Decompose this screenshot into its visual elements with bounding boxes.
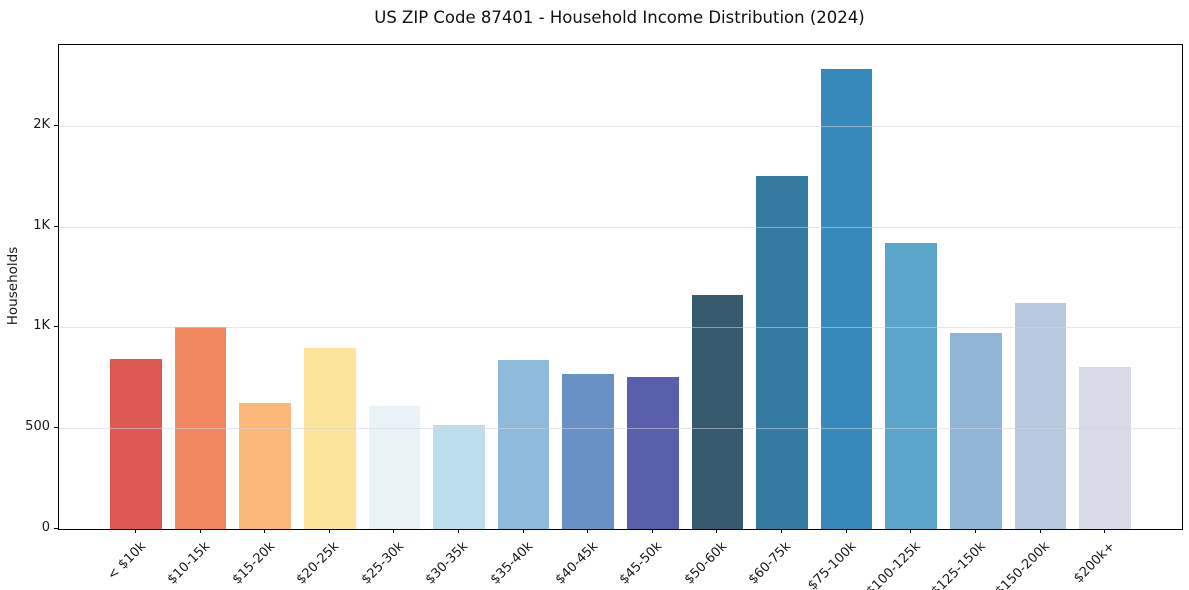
y-tick-label: 1K [33,318,50,334]
bar [950,333,1002,529]
x-axis-tick [328,529,330,533]
x-tick-label-text: $125-150k [928,539,989,590]
x-axis-tick [781,529,782,533]
y-axis-tick [54,326,58,328]
y-axis-label: Households [5,246,21,326]
x-tick-label-text: $40-45k [552,539,601,588]
bar [174,327,227,529]
x-tick-label-text: $20-25k [293,539,343,588]
bar [691,295,744,529]
x-tick-label-text: < $10k [104,539,149,584]
x-tick-label-text: $200k+ [1070,539,1118,587]
x-tick-label-text: $60-75k [746,539,795,588]
y-axis-tick [54,427,58,429]
bar [627,376,679,529]
gridline [59,226,1182,228]
x-axis-tick [1104,529,1106,533]
chart-title: US ZIP Code 87401 - Household Income Dis… [374,8,865,27]
y-axis-tick [54,528,58,529]
y-tick-label: 2K [33,116,50,132]
x-axis-tick [393,529,395,533]
x-axis-tick [716,529,718,533]
gridline [59,327,1182,329]
gridline [59,125,1182,127]
y-tick-label: 1K [33,217,50,233]
x-tick-label-text: $10-15k [164,539,214,588]
bar [1079,366,1131,529]
bar [239,403,291,529]
x-tick-label-text: $75-100k [804,539,860,590]
y-tick-label: 0 [41,520,50,535]
bar [497,359,550,529]
x-tick-label-text: $100-125k [863,539,924,590]
x-tick-label-text: $15-20k [229,539,278,588]
x-axis-tick [522,529,524,533]
bar [562,373,614,529]
x-axis-tick [264,529,266,533]
x-tick-label-text: $25-30k [358,539,407,588]
x-axis-tick [974,529,976,533]
y-tick-label: 500 [25,419,50,435]
x-axis-tick [910,529,912,533]
gridline [59,428,1182,430]
bar [885,242,938,529]
bar [820,69,873,529]
bar [303,347,356,529]
x-axis-tick [587,529,589,533]
x-tick-label-text: $35-40k [487,539,537,588]
x-axis-tick [458,529,459,533]
x-tick-label-text: $150-200k [992,539,1054,590]
x-axis-tick [845,529,847,533]
bar [110,358,162,529]
x-axis-tick [134,529,136,533]
x-axis-tick [651,529,653,533]
x-tick-label-text: $30-35k [423,539,472,588]
bar [756,176,808,529]
plot-area [58,44,1183,530]
y-axis-tick [54,124,58,126]
x-axis-tick [1039,529,1041,533]
y-axis-tick [54,225,58,227]
x-axis-tick [199,529,201,533]
x-tick-label-text: $50-60k [681,539,730,588]
bar [368,406,421,529]
bar [1014,303,1067,529]
x-tick-label-text: $45-50k [616,539,666,588]
bar [433,425,485,529]
